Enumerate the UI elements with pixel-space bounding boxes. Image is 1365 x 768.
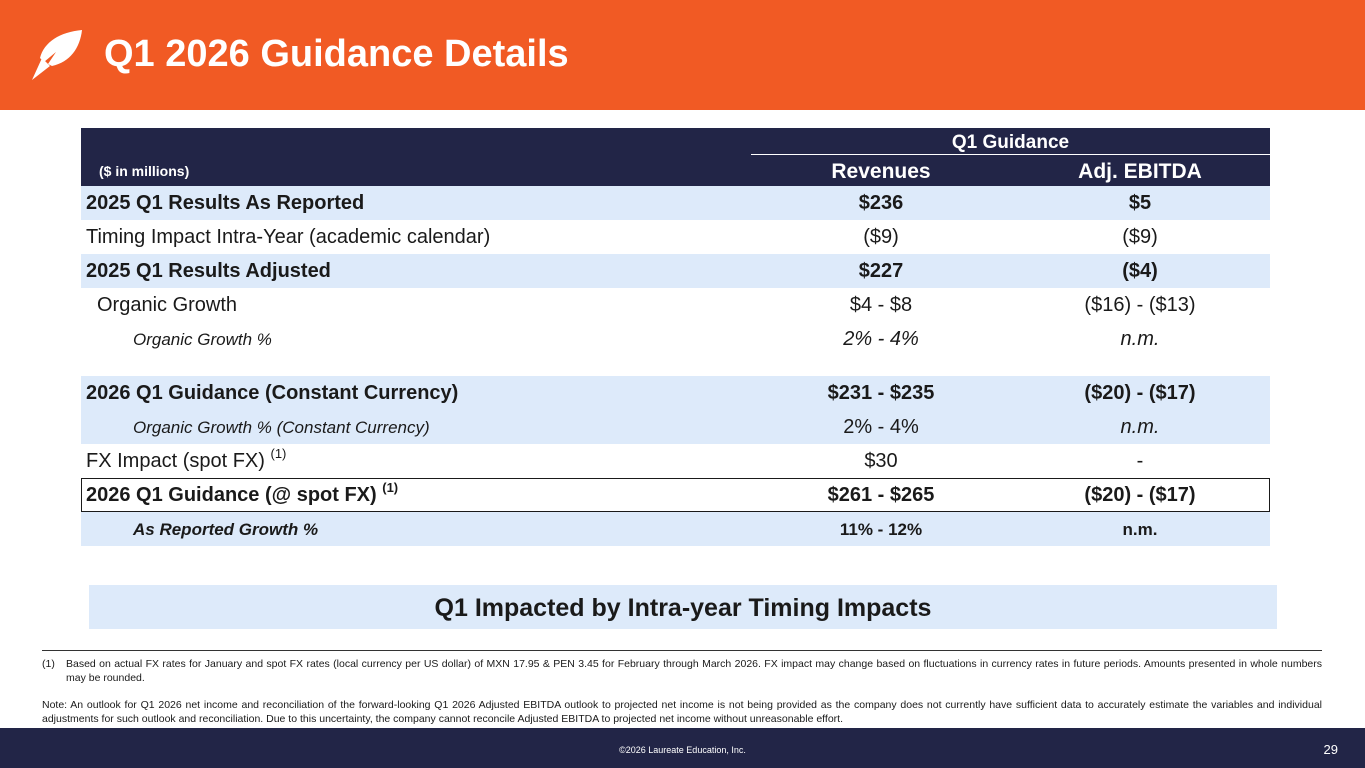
row-label: Organic Growth % (Constant Currency) xyxy=(133,418,430,437)
column-header-ebitda: Adj. EBITDA xyxy=(1078,160,1202,183)
footnote-1: (1) Based on actual FX rates for January… xyxy=(42,657,1322,685)
ebitda-cell: n.m. xyxy=(1122,520,1158,539)
row-label: 2025 Q1 Results As Reported xyxy=(86,192,365,214)
footer-bar: ©2026 Laureate Education, Inc. 29 xyxy=(0,728,1365,768)
table-row: 2025 Q1 Results As Reported $236 $5 xyxy=(81,186,1270,220)
row-label: Organic Growth xyxy=(97,294,238,316)
revenues-cell: ($9) xyxy=(863,226,899,248)
revenues-cell: $30 xyxy=(864,450,898,472)
ebitda-cell: ($4) xyxy=(1122,260,1158,282)
page-title: Q1 2026 Guidance Details xyxy=(104,33,569,75)
row-label: 2026 Q1 Guidance (@ spot FX) (1) xyxy=(86,480,399,506)
revenues-cell: 2% - 4% xyxy=(843,328,919,350)
leaf-logo-icon xyxy=(32,30,82,80)
table-header: Q1 Guidance ($ in millions) Revenues Adj… xyxy=(81,128,1270,186)
table-row: Organic Growth % 2% - 4% n.m. xyxy=(81,322,1270,356)
ebitda-cell: n.m. xyxy=(1120,416,1160,438)
ebitda-cell: $5 xyxy=(1128,192,1152,214)
footnote-divider xyxy=(42,650,1322,651)
timing-impacts-banner: Q1 Impacted by Intra-year Timing Impacts xyxy=(89,585,1277,629)
row-label: Timing Impact Intra-Year (academic calen… xyxy=(86,226,491,248)
revenues-cell: $4 - $8 xyxy=(849,294,913,316)
row-label: Organic Growth % xyxy=(133,330,272,349)
table-row: FX Impact (spot FX) (1) $30 - xyxy=(81,444,1270,478)
revenues-cell: $261 - $265 xyxy=(827,484,935,506)
row-spacer xyxy=(81,356,1270,376)
guidance-table: Q1 Guidance ($ in millions) Revenues Adj… xyxy=(81,128,1270,546)
units-label: ($ in millions) xyxy=(99,163,190,179)
row-label: 2026 Q1 Guidance (Constant Currency) xyxy=(86,382,459,404)
table-row: Organic Growth $4 - $8 ($16) - ($13) xyxy=(81,288,1270,322)
row-label: 2025 Q1 Results Adjusted xyxy=(86,260,331,282)
ebitda-cell: ($20) - ($17) xyxy=(1084,382,1196,404)
footnote-text: Based on actual FX rates for January and… xyxy=(66,658,1322,684)
table-row: Timing Impact Intra-Year (academic calen… xyxy=(81,220,1270,254)
table-row: 2026 Q1 Guidance (Constant Currency) $23… xyxy=(81,376,1270,410)
revenues-cell: $227 xyxy=(858,260,904,282)
ebitda-cell: - xyxy=(1136,450,1144,472)
row-label: FX Impact (spot FX) (1) xyxy=(86,446,287,472)
footnote-ref: (1) xyxy=(382,480,399,495)
copyright: ©2026 Laureate Education, Inc. xyxy=(619,745,746,755)
table-row: As Reported Growth % 11% - 12% n.m. xyxy=(81,512,1270,546)
ebitda-cell: ($20) - ($17) xyxy=(1084,484,1196,506)
revenues-cell: $231 - $235 xyxy=(827,382,935,404)
revenues-cell: 2% - 4% xyxy=(843,416,919,438)
ebitda-cell: ($9) xyxy=(1122,226,1158,248)
footnote-ref: (1) xyxy=(270,446,287,461)
page-number: 29 xyxy=(1323,742,1338,757)
ebitda-cell: n.m. xyxy=(1120,328,1160,350)
column-header-revenues: Revenues xyxy=(831,160,931,183)
footnote-note: Note: An outlook for Q1 2026 net income … xyxy=(42,699,1322,725)
table-row: 2025 Q1 Results Adjusted $227 ($4) xyxy=(81,254,1270,288)
header-bar: Q1 2026 Guidance Details xyxy=(0,0,1365,110)
table-row: Organic Growth % (Constant Currency) 2% … xyxy=(81,410,1270,444)
table-row-highlighted: 2026 Q1 Guidance (@ spot FX) (1) $261 - … xyxy=(81,478,1270,512)
row-label: As Reported Growth % xyxy=(133,520,319,539)
group-header: Q1 Guidance xyxy=(751,132,1270,155)
ebitda-cell: ($16) - ($13) xyxy=(1084,294,1196,316)
revenues-cell: 11% - 12% xyxy=(839,520,923,539)
footnote-number: (1) xyxy=(42,658,55,670)
revenues-cell: $236 xyxy=(858,192,904,214)
